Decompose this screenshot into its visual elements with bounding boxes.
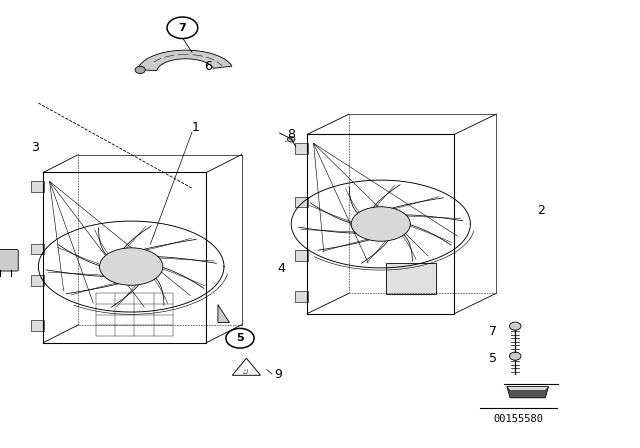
Text: 4: 4: [278, 262, 285, 276]
FancyBboxPatch shape: [31, 244, 44, 254]
Text: 7: 7: [489, 325, 497, 338]
Ellipse shape: [100, 248, 163, 285]
Polygon shape: [507, 387, 548, 398]
Circle shape: [226, 328, 254, 348]
Circle shape: [167, 17, 198, 39]
Polygon shape: [218, 305, 230, 323]
Text: 5: 5: [236, 333, 244, 343]
Text: △!: △!: [243, 368, 250, 373]
FancyBboxPatch shape: [31, 181, 44, 192]
Text: 1: 1: [191, 121, 199, 134]
FancyBboxPatch shape: [295, 197, 308, 207]
FancyBboxPatch shape: [0, 250, 19, 271]
Circle shape: [287, 137, 295, 142]
Ellipse shape: [351, 207, 410, 241]
Circle shape: [509, 352, 521, 360]
Circle shape: [509, 322, 521, 330]
FancyBboxPatch shape: [386, 263, 436, 294]
Text: 3: 3: [31, 141, 39, 155]
Circle shape: [135, 66, 145, 73]
Text: 8: 8: [287, 128, 295, 141]
Text: 2: 2: [537, 204, 545, 217]
Text: 5: 5: [489, 352, 497, 365]
FancyBboxPatch shape: [295, 291, 308, 302]
FancyBboxPatch shape: [295, 250, 308, 261]
FancyBboxPatch shape: [295, 143, 308, 154]
FancyBboxPatch shape: [31, 320, 44, 331]
Text: 6: 6: [204, 60, 212, 73]
Polygon shape: [138, 50, 232, 70]
FancyBboxPatch shape: [31, 275, 44, 286]
Text: 00155580: 00155580: [493, 414, 543, 424]
Text: 7: 7: [179, 23, 186, 33]
Text: 9: 9: [275, 367, 282, 381]
Polygon shape: [507, 387, 548, 391]
